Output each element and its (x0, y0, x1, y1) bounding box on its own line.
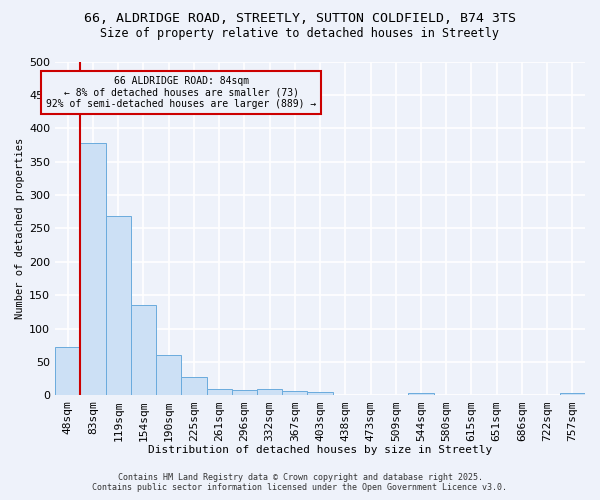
Text: Size of property relative to detached houses in Streetly: Size of property relative to detached ho… (101, 28, 499, 40)
Bar (156, 356, 181, 396)
Bar (131, 306, 156, 396)
Bar (80, 143, 106, 396)
Bar (560, 393, 585, 396)
Bar (409, 393, 434, 396)
Bar (55, 348, 80, 396)
Bar (257, 389, 282, 396)
Bar (206, 389, 232, 396)
Y-axis label: Number of detached properties: Number of detached properties (15, 138, 25, 319)
Bar (307, 392, 332, 396)
Text: 66, ALDRIDGE ROAD, STREETLY, SUTTON COLDFIELD, B74 3TS: 66, ALDRIDGE ROAD, STREETLY, SUTTON COLD… (84, 12, 516, 26)
Text: 66 ALDRIDGE ROAD: 84sqm
← 8% of detached houses are smaller (73)
92% of semi-det: 66 ALDRIDGE ROAD: 84sqm ← 8% of detached… (46, 76, 316, 110)
Bar (106, 216, 131, 396)
Bar (282, 392, 307, 396)
Bar (232, 390, 257, 396)
X-axis label: Distribution of detached houses by size in Streetly: Distribution of detached houses by size … (148, 445, 492, 455)
Bar (181, 377, 206, 396)
Text: Contains HM Land Registry data © Crown copyright and database right 2025.
Contai: Contains HM Land Registry data © Crown c… (92, 473, 508, 492)
